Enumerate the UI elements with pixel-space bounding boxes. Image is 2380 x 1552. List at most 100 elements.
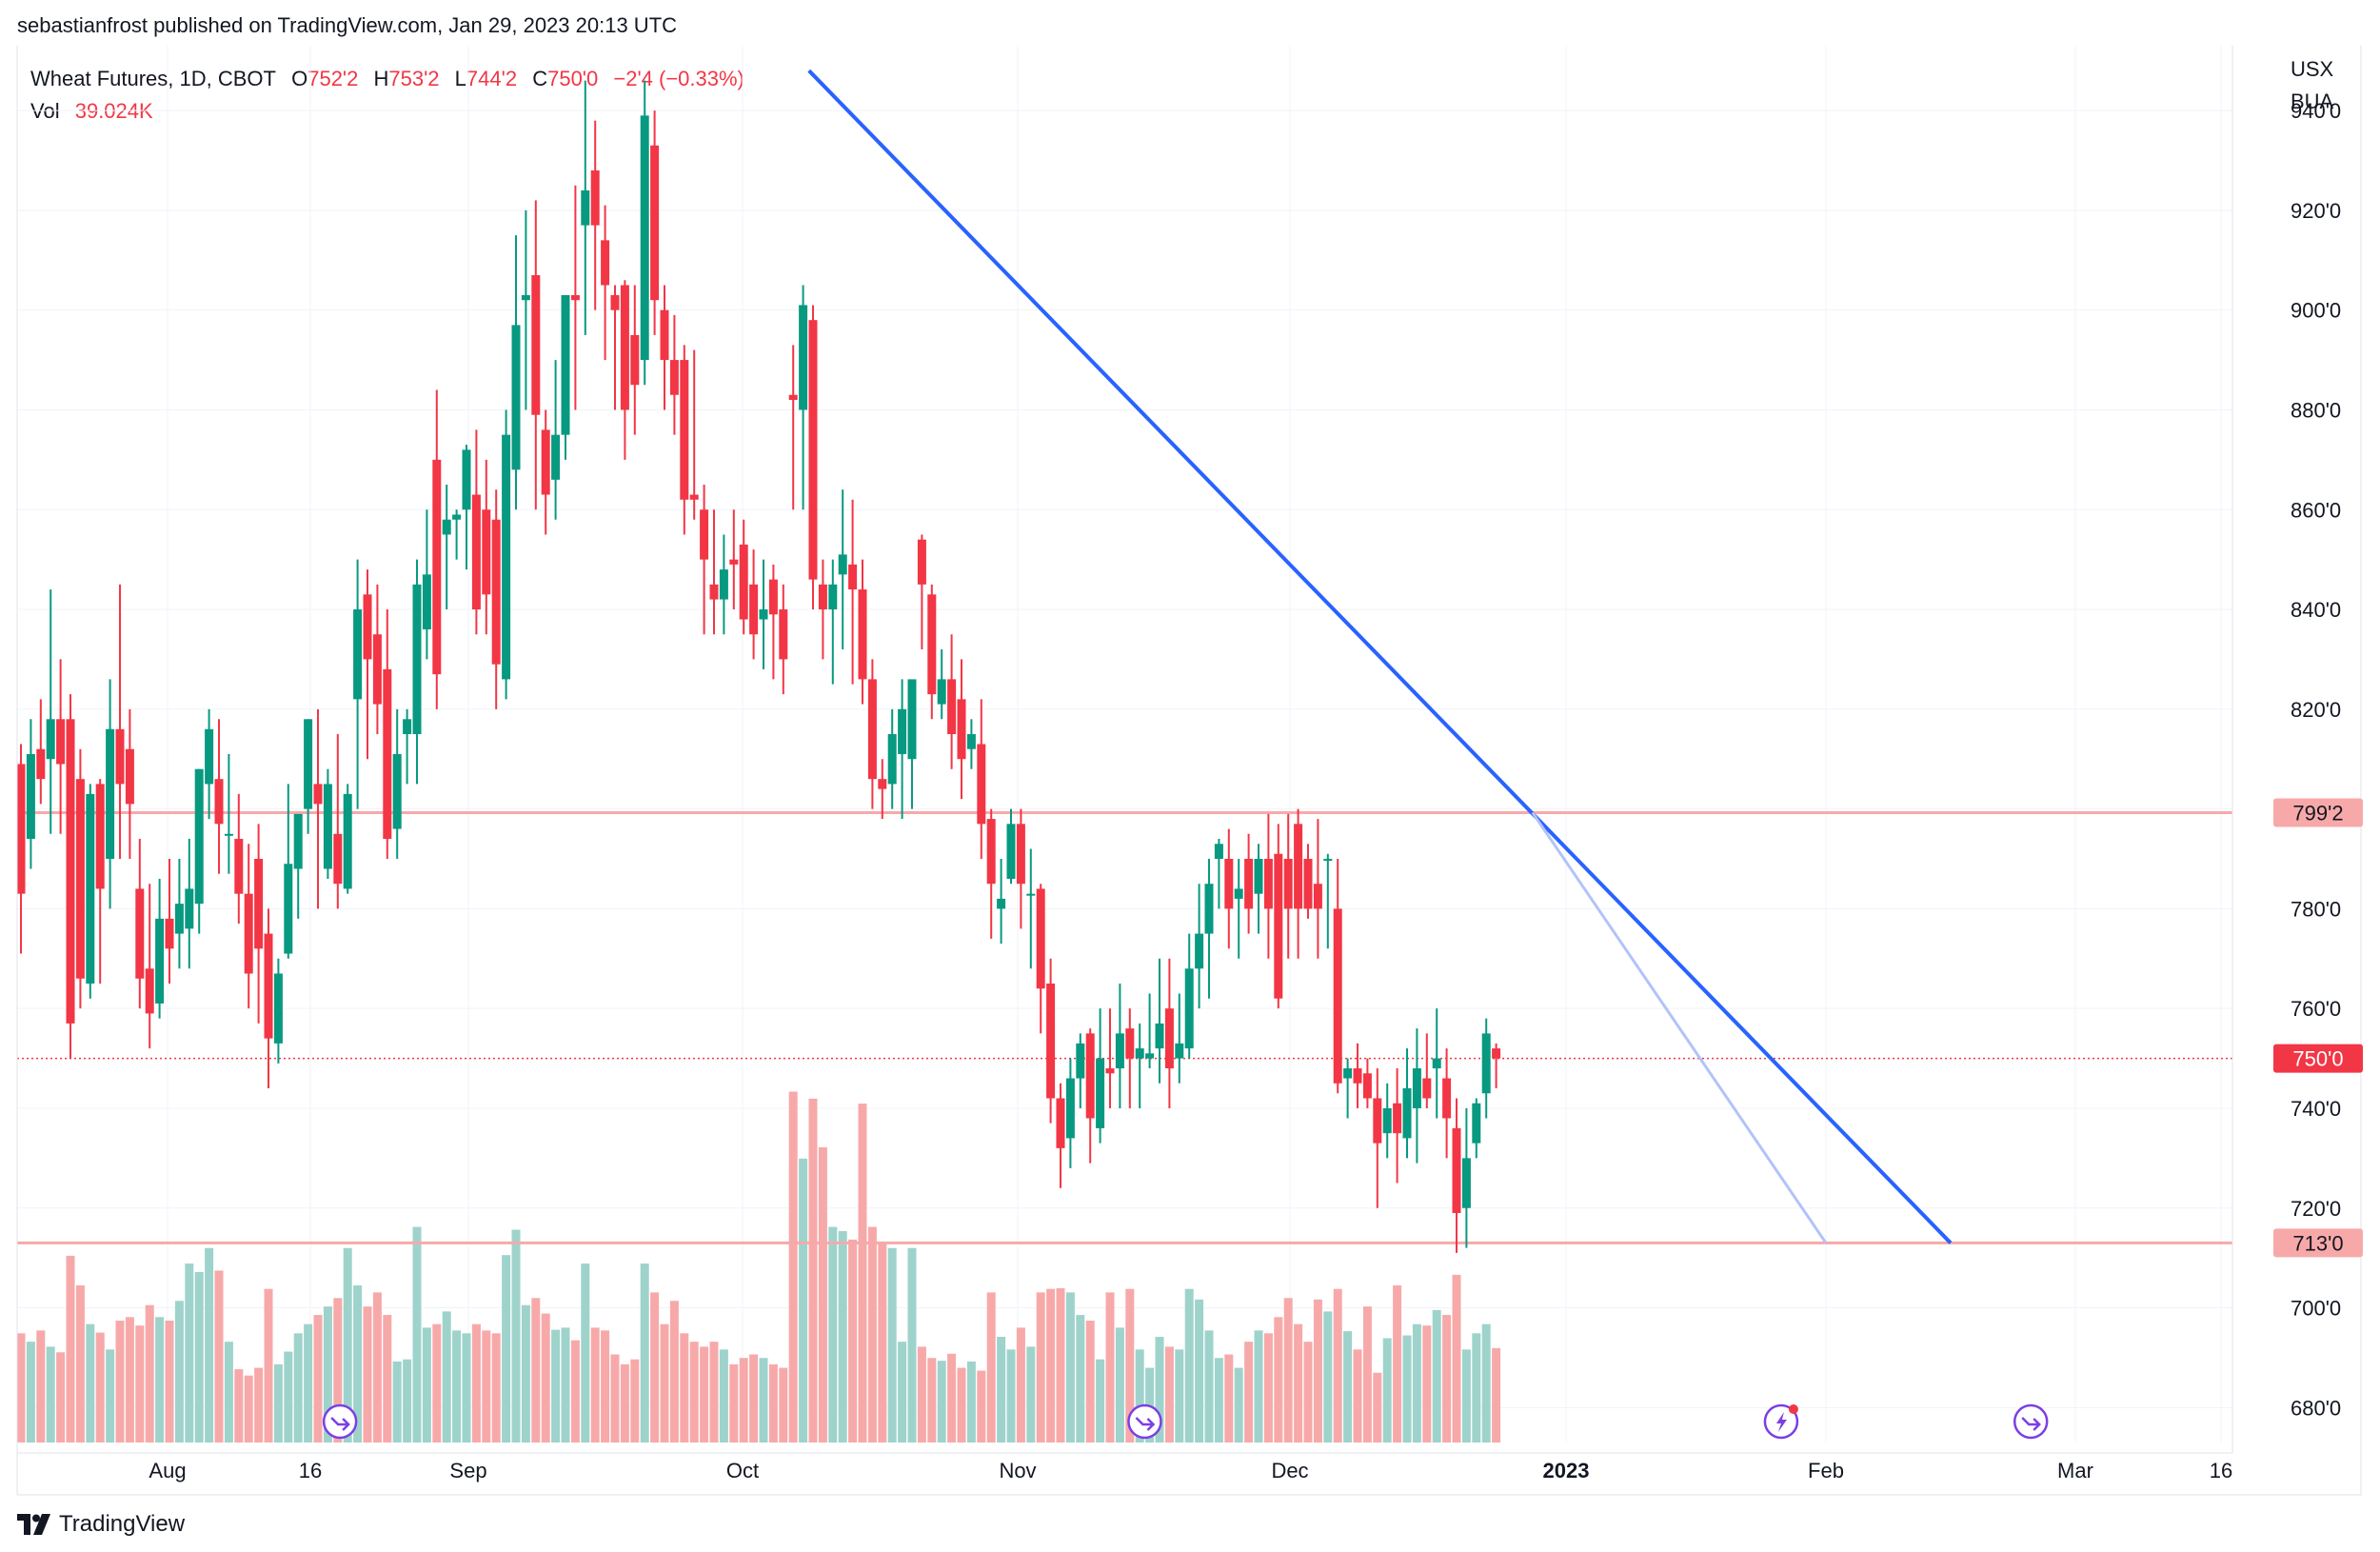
candle-body: [313, 784, 323, 805]
candle-body: [194, 768, 204, 905]
candle-body: [739, 544, 748, 620]
x-tick-label: Mar: [2057, 1459, 2093, 1482]
volume-bar: [125, 1317, 134, 1443]
volume-bar: [590, 1327, 600, 1443]
volume-bar: [452, 1330, 462, 1443]
volume-bar: [511, 1229, 521, 1443]
candle-body: [1362, 1073, 1372, 1099]
candle-body: [304, 719, 313, 809]
volume-bar: [1224, 1354, 1234, 1443]
price-axis[interactable]: 940'0920'0900'0880'0860'0840'0820'0800'0…: [2291, 57, 2341, 1420]
trendlines[interactable]: [807, 69, 1953, 1244]
volume-bar: [1294, 1323, 1303, 1443]
dividend-arrow-icon[interactable]: [2013, 1403, 2049, 1440]
candle-body: [234, 839, 244, 894]
candle-body: [590, 169, 600, 226]
candles: [16, 80, 1501, 1253]
volume-bar: [323, 1306, 332, 1443]
volume-bar: [1254, 1330, 1263, 1443]
volume-bar: [1362, 1306, 1372, 1443]
lightning-icon[interactable]: [1763, 1403, 1799, 1440]
candle-body: [601, 240, 610, 286]
candle-body: [1422, 1078, 1432, 1099]
event-arrow-tail: [330, 1417, 340, 1425]
volume-bar: [640, 1263, 649, 1443]
candle-body: [828, 584, 838, 610]
volume-bar: [1343, 1331, 1353, 1443]
candle-body: [46, 719, 55, 760]
volume-bar: [1432, 1309, 1441, 1443]
candle-body: [115, 728, 125, 785]
volume-bar: [997, 1337, 1006, 1443]
candle-body: [898, 708, 907, 754]
event-arrow-head: [2028, 1418, 2041, 1431]
candle-body: [1214, 844, 1223, 860]
close-value: 750'0: [547, 67, 599, 90]
candle-body: [145, 968, 154, 1014]
candle-body: [293, 813, 303, 869]
dividend-arrow-icon[interactable]: [322, 1403, 358, 1440]
volume-bar: [709, 1342, 719, 1443]
x-tick-label: Oct: [726, 1459, 759, 1482]
candle-body: [729, 559, 739, 565]
volume-bar: [1481, 1323, 1491, 1443]
candle-body: [997, 898, 1006, 909]
price-label-text: 799'2: [2292, 802, 2343, 826]
volume-bar: [927, 1358, 937, 1443]
candle-body: [1016, 824, 1025, 885]
candle-body: [1105, 1068, 1115, 1074]
volume-bar: [36, 1330, 46, 1443]
volume-bar: [115, 1320, 125, 1443]
candle-body: [254, 859, 264, 949]
price-label-text: 713'0: [2292, 1231, 2343, 1255]
candle-body: [947, 679, 957, 735]
y-tick-label: 840'0: [2291, 598, 2341, 622]
level-price-label: 799'2: [2273, 798, 2363, 827]
candle-body: [422, 574, 431, 629]
candle-body: [1313, 884, 1322, 909]
candle-body: [1294, 824, 1303, 909]
volume-bar: [867, 1226, 877, 1443]
event-circle: [322, 1403, 358, 1440]
y-tick-label: 880'0: [2291, 398, 2341, 422]
candle-body: [1274, 853, 1283, 999]
secondary-trend-line[interactable]: [1531, 811, 1828, 1244]
unit-label[interactable]: BUA: [2291, 90, 2334, 113]
candle-body: [660, 309, 669, 361]
volume-bar: [1125, 1288, 1135, 1443]
volume-bar: [95, 1332, 105, 1443]
dividend-arrow-icon[interactable]: [1127, 1403, 1162, 1440]
candle-body: [610, 294, 620, 310]
volume-bar: [1065, 1292, 1075, 1443]
volume-bar: [1204, 1330, 1214, 1443]
volume-bar: [907, 1247, 917, 1443]
candle-body: [531, 275, 541, 415]
downtrend-line[interactable]: [807, 69, 1953, 1244]
candle-body: [36, 748, 46, 780]
volume-bar: [214, 1270, 224, 1443]
volume-bar: [887, 1247, 897, 1443]
candle-body: [462, 449, 471, 510]
candle-body: [343, 793, 352, 889]
candle-body: [502, 434, 511, 680]
volume-bar: [1442, 1315, 1452, 1443]
candle-body: [799, 305, 808, 410]
volume-bar: [491, 1333, 501, 1443]
volume-bar: [966, 1361, 976, 1443]
tradingview-logo[interactable]: TradingView: [17, 1508, 185, 1541]
volume-bar: [1323, 1311, 1333, 1443]
candle-body: [95, 784, 105, 889]
x-tick-label: 2023: [1543, 1459, 1590, 1482]
time-axis[interactable]: Aug 16 Sep Oct Nov Dec 2023 Feb Mar 16: [149, 1459, 2232, 1482]
symbol-title[interactable]: Wheat Futures, 1D, CBOT: [30, 67, 276, 90]
volume-bar: [1214, 1358, 1223, 1443]
last-price-label: 750'0: [2273, 1044, 2363, 1073]
volume-bars: [16, 1091, 1501, 1443]
currency-label[interactable]: USX: [2291, 57, 2334, 81]
lightning-glyph: [1775, 1412, 1787, 1432]
volume-bar: [1046, 1288, 1056, 1443]
volume-bar: [620, 1363, 629, 1443]
y-tick-label: 920'0: [2291, 199, 2341, 223]
candle-body: [838, 554, 847, 575]
